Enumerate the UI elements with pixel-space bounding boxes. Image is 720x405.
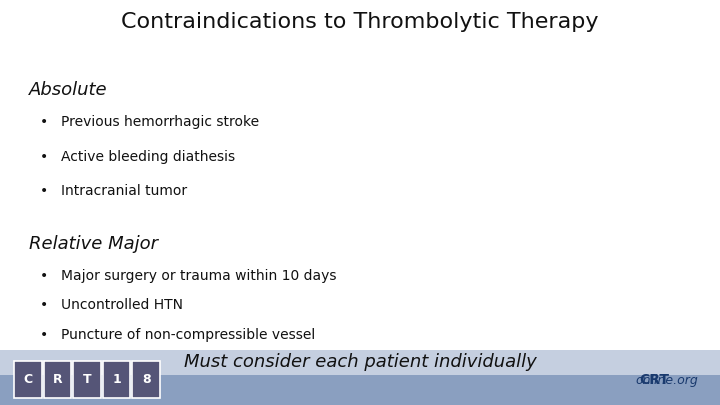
Bar [132,361,160,398]
Text: •: • [40,298,48,313]
Text: T: T [83,373,91,386]
Text: Major surgery or trauma within 10 days: Major surgery or trauma within 10 days [61,269,337,283]
Text: Active bleeding diathesis: Active bleeding diathesis [61,150,235,164]
Bar [0,350,720,405]
Text: 8: 8 [142,373,150,386]
Text: Intracranial tumor: Intracranial tumor [61,184,187,198]
Text: •: • [40,357,48,371]
Bar [0,350,720,375]
Text: Must consider each patient individually: Must consider each patient individually [184,353,536,371]
Text: Serious and uncorrected GI bleed: Serious and uncorrected GI bleed [61,357,293,371]
Text: Pregnancy: Pregnancy [61,386,134,400]
Text: 1: 1 [112,373,121,386]
Text: •: • [40,328,48,342]
Text: Uncontrolled HTN: Uncontrolled HTN [61,298,183,313]
Text: CRT: CRT [639,373,670,388]
Text: •: • [40,269,48,283]
Text: Absolute: Absolute [29,81,107,99]
Text: •: • [40,184,48,198]
Text: Contraindications to Thrombolytic Therapy: Contraindications to Thrombolytic Therap… [121,12,599,32]
Text: online.org: online.org [636,374,698,387]
Text: Puncture of non-compressible vessel: Puncture of non-compressible vessel [61,328,315,342]
Bar [14,361,42,398]
Bar [73,361,101,398]
Bar [103,361,130,398]
Text: •: • [40,115,48,130]
Bar [44,361,71,398]
Text: C: C [24,373,32,386]
Text: Relative Major: Relative Major [29,235,158,253]
Text: •: • [40,386,48,400]
Text: •: • [40,150,48,164]
Text: Previous hemorrhagic stroke: Previous hemorrhagic stroke [61,115,259,130]
Text: R: R [53,373,63,386]
